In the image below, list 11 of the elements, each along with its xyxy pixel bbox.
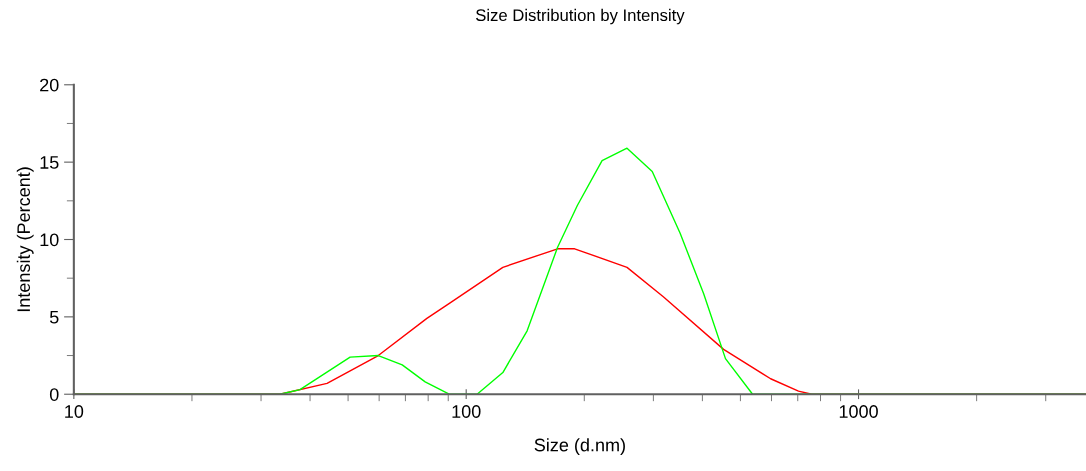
y-tick-label: 15 (40, 156, 59, 169)
y-tick-label: 0 (49, 388, 59, 401)
y-tick-label: 20 (40, 78, 59, 92)
y-axis-title: Intensity (Percent) (16, 167, 34, 312)
x-tick-label: 100 (452, 405, 481, 418)
y-tick-label: 10 (40, 233, 59, 247)
x-axis-title: Size (d.nm) (534, 438, 625, 455)
chart-title: Size Distribution by Intensity (476, 8, 685, 25)
x-tick-label: 10 (65, 405, 84, 418)
y-tick-label: 5 (49, 310, 59, 324)
x-tick-label: 1000 (839, 405, 878, 418)
